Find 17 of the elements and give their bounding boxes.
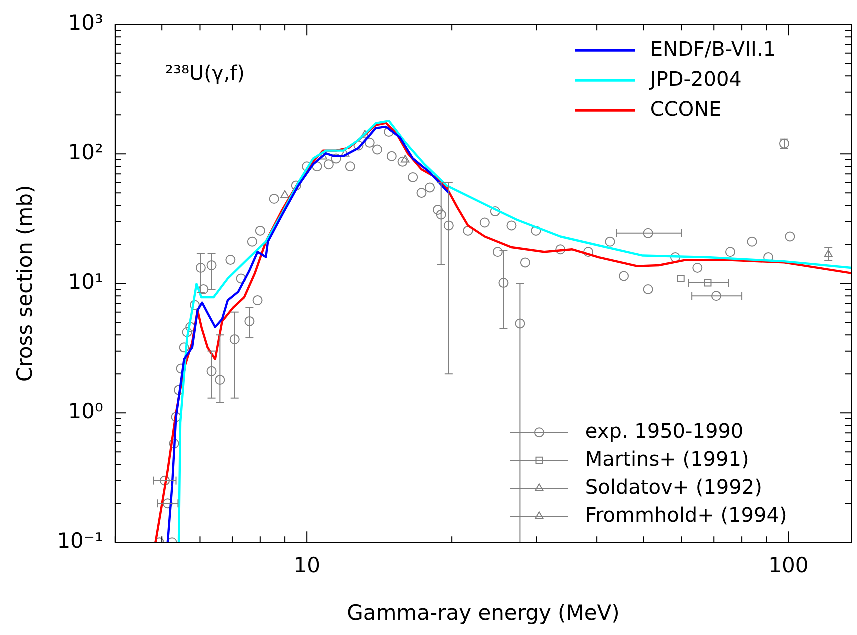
x-axis-title: Gamma-ray energy (MeV) [347,600,620,625]
y-tick-label: 10⁻¹ [57,529,104,554]
legend-label: exp. 1950-1990 [585,418,744,443]
legend-label: ENDF/B-VII.1 [650,36,776,61]
annotation: ²³⁸U(γ,f) [165,60,245,85]
legend-label: CCONE [650,96,722,121]
y-tick-label: 10¹ [68,270,104,294]
legend-label: Frommhold+ (1994) [585,502,788,527]
x-tick-label: 100 [768,554,809,578]
y-tick-label: 10² [68,140,104,165]
legend-label: JPD-2004 [648,66,742,91]
x-tick-label: 10 [294,554,320,578]
y-tick-label: 10³ [68,11,104,36]
y-tick-label: 10⁰ [68,400,104,424]
legend-label: Martins+ (1991) [585,446,750,471]
y-axis-title: Cross section (mb) [13,185,38,382]
legend-label: Soldatov+ (1992) [585,474,762,499]
